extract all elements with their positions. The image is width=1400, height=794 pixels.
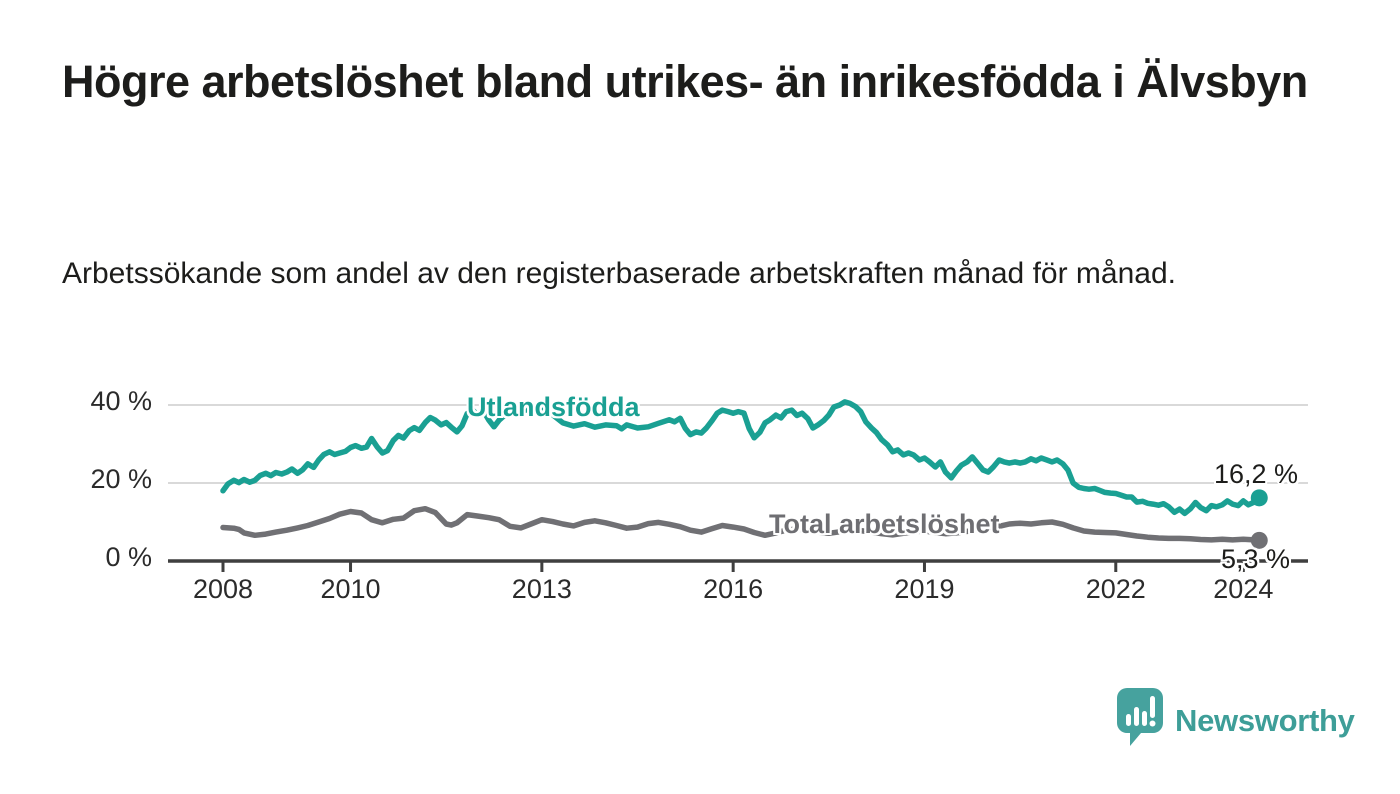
x-axis-label-2013: 2013: [511, 574, 572, 604]
x-axis-label-2008: 2008: [192, 574, 254, 604]
x-axis-label-2024: 2024: [1213, 574, 1274, 604]
series-label-utlandsfodda: Utlandsfödda: [467, 392, 640, 422]
y-axis-label-40: 40 %: [90, 386, 152, 416]
x-axis-label-2010: 2010: [320, 574, 381, 604]
series-label-total-arbetsloshet: Total arbetslöshet: [769, 509, 1000, 539]
x-axis-label-2016: 2016: [703, 574, 764, 604]
end-value-label-utlandsfodda: 16,2 %: [1214, 459, 1299, 489]
end-value-label-total: 5,3 %: [1221, 544, 1291, 574]
page-title: Högre arbetslöshet bland utrikes- än inr…: [62, 56, 1308, 107]
y-axis-label-0: 0 %: [105, 542, 152, 572]
series-line-0: [220, 399, 1263, 517]
x-axis-label-2022: 2022: [1085, 574, 1146, 604]
newsworthy-bubble-chart-icon: [1117, 688, 1163, 753]
series-end-dot-0: [1250, 489, 1268, 507]
newsworthy-logo: Newsworthy: [1117, 688, 1355, 753]
x-axis-label-2019: 2019: [894, 574, 955, 604]
series-line-1: [220, 505, 1263, 544]
y-axis-label-20: 20 %: [90, 464, 152, 494]
chart-subtitle: Arbetssökande som andel av den registerb…: [62, 257, 1176, 290]
series-end-dot-1: [1250, 531, 1268, 549]
newsworthy-brand-name: Newsworthy: [1175, 702, 1355, 738]
